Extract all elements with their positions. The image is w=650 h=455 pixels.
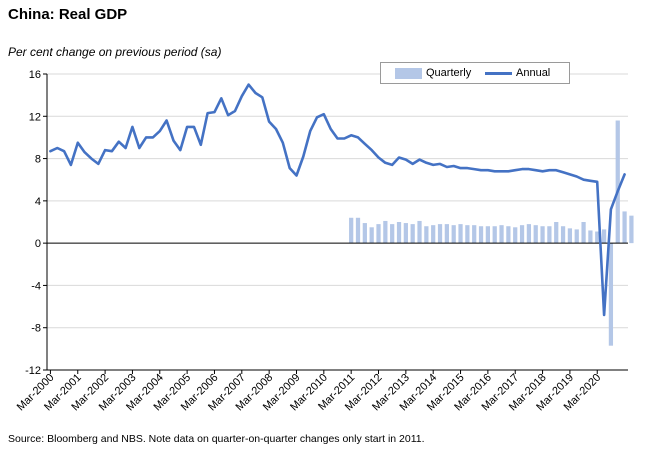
quarterly-bar — [554, 222, 559, 244]
quarterly-bar — [451, 225, 456, 244]
quarterly-bar — [478, 226, 484, 244]
quarterly-bar — [431, 225, 436, 244]
quarterly-bar — [417, 220, 422, 244]
quarterly-bar — [547, 226, 552, 244]
quarterly-bar — [567, 228, 573, 244]
legend-label-quarterly: Quarterly — [426, 67, 472, 79]
quarterly-bar — [403, 223, 408, 244]
quarterly-bar — [369, 227, 374, 244]
quarterly-bar — [513, 227, 518, 244]
quarterly-bar — [472, 225, 477, 244]
y-tick-label: 8 — [35, 154, 41, 166]
quarterly-bar — [492, 226, 497, 244]
y-tick-label: 4 — [35, 196, 41, 208]
chart-subtitle: Per cent change on previous period (sa) — [8, 45, 222, 59]
quarterly-bar — [574, 229, 579, 244]
quarterly-bar — [526, 224, 532, 244]
quarterly-bar — [465, 225, 470, 244]
quarterly-bar — [485, 226, 490, 244]
legend-swatch-quarterly — [395, 67, 422, 79]
quarterly-bar — [629, 215, 634, 244]
chart-title: China: Real GDP — [8, 6, 128, 23]
quarterly-bar — [383, 220, 388, 244]
quarterly-bar — [615, 120, 620, 244]
quarterly-bar — [458, 224, 463, 244]
quarterly-bar — [390, 224, 395, 244]
quarterly-bar — [595, 231, 600, 244]
quarterly-bar — [396, 222, 402, 244]
quarterly-bar — [581, 222, 586, 244]
quarterly-bar — [622, 211, 627, 244]
y-tick-label: 16 — [29, 69, 41, 81]
quarterly-bar — [499, 225, 504, 244]
quarterly-bar — [601, 229, 607, 244]
quarterly-bar — [588, 230, 593, 244]
quarterly-bar — [506, 226, 511, 244]
quarterly-bar — [410, 224, 415, 244]
quarterly-bar — [437, 224, 443, 244]
quarterly-bar — [362, 223, 367, 244]
quarterly-bar — [349, 217, 354, 244]
y-tick-label: -4 — [31, 280, 41, 292]
y-tick-label: -8 — [31, 323, 41, 335]
chart-legend: Quarterly Annual — [380, 62, 570, 84]
legend-item-quarterly: Quarterly — [395, 67, 471, 79]
legend-swatch-annual — [485, 71, 512, 75]
y-tick-label: 12 — [29, 111, 41, 123]
legend-item-annual: Annual — [485, 67, 550, 79]
quarterly-bar — [540, 226, 545, 244]
quarterly-bar — [608, 243, 614, 346]
quarterly-bar — [444, 224, 449, 244]
quarterly-bar — [519, 225, 525, 244]
legend-label-annual: Annual — [516, 67, 551, 79]
y-tick-label: -12 — [25, 365, 41, 377]
quarterly-bar — [424, 226, 429, 244]
chart-source-note: Source: Bloomberg and NBS. Note data on … — [8, 433, 425, 445]
annual-series-line — [49, 83, 626, 317]
quarterly-bar — [533, 225, 538, 244]
quarterly-bar — [376, 224, 381, 244]
chart-plot: 1612840-4-8-12Mar-2000Mar-2001Mar-2002Ma… — [15, 69, 634, 413]
y-tick-label: 0 — [35, 238, 41, 250]
quarterly-bar — [560, 226, 566, 244]
quarterly-bar — [355, 217, 361, 244]
